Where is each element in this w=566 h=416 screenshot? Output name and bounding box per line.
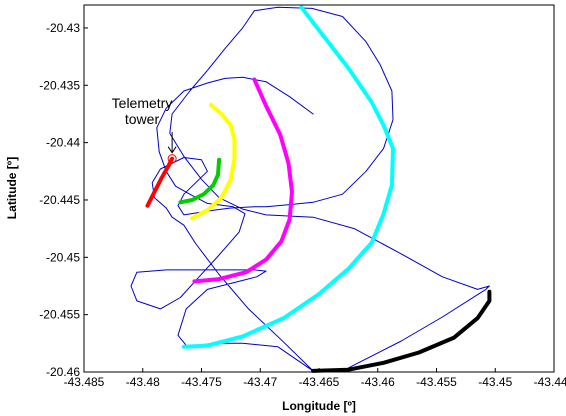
x-axis-title: Longitude [º] [282, 399, 356, 413]
axis-ticks: -43.485 -43.48 -43.475 -43.47 -43.465 -43.46 -… [39, 21, 566, 389]
track-blue [130, 6, 490, 372]
x-tick-label: -43.445 [534, 375, 566, 389]
x-tick-label: -43.475 [181, 375, 222, 389]
y-axis-title: Latitude [º] [5, 157, 19, 219]
x-tick-label: -43.45 [478, 375, 512, 389]
x-tick-label: -43.47 [243, 375, 277, 389]
x-tick-label: -43.465 [299, 375, 340, 389]
y-tick-label: -20.45 [46, 250, 80, 264]
x-tick-label: -43.48 [126, 375, 160, 389]
annotation-line-1: Telemetry [112, 95, 173, 111]
y-tick-label: -20.43 [46, 21, 80, 35]
y-tick-label: -20.455 [39, 308, 80, 322]
x-tick-label: -43.485 [64, 375, 105, 389]
y-tick-label: -20.46 [46, 365, 80, 379]
tower-marker [167, 154, 177, 164]
track-red [145, 156, 175, 208]
track-magenta [192, 77, 294, 284]
y-tick-label: -20.445 [39, 193, 80, 207]
plot-frame [83, 4, 555, 373]
x-tick-label: -43.455 [416, 375, 457, 389]
y-tick-label: -20.44 [46, 136, 80, 150]
x-tick-label: -43.46 [361, 375, 395, 389]
track-green [178, 157, 222, 205]
track-black [311, 289, 492, 373]
annotation-line-2: tower [125, 111, 160, 127]
track-yellow [190, 102, 237, 221]
plot-series [130, 5, 492, 373]
annotation-arrow-head [167, 146, 177, 154]
track-cyan [181, 5, 395, 349]
annotation: Telemetry tower [112, 95, 177, 164]
y-tick-label: -20.435 [39, 78, 80, 92]
